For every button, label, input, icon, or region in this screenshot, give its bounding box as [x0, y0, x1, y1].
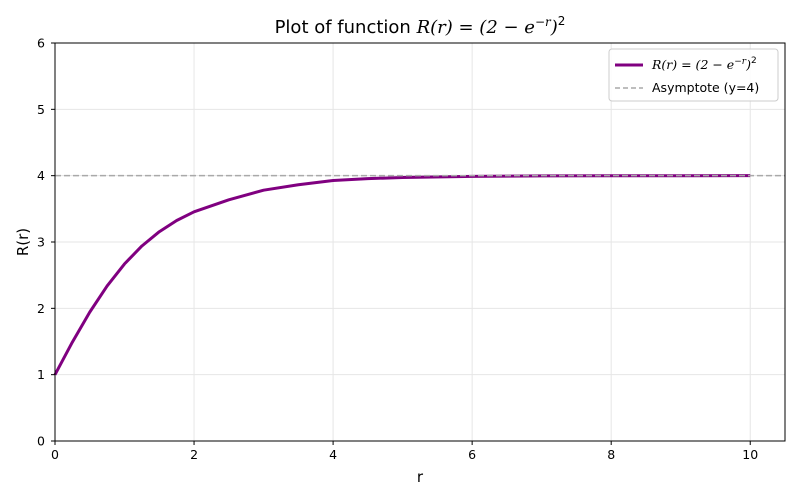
x-tick-label: 8	[607, 447, 615, 462]
x-tick-label: 4	[329, 447, 337, 462]
grid	[54, 42, 785, 442]
y-tick-label: 2	[37, 301, 45, 316]
series-line-1	[53, 174, 751, 376]
y-tick-label: 6	[37, 36, 45, 51]
y-tick-label: 3	[37, 235, 45, 250]
y-tick-label: 5	[37, 102, 45, 117]
chart-title: Plot of function R(r) = (2 − e−r)2	[275, 14, 566, 38]
y-tick-label: 1	[37, 367, 45, 382]
legend-label-series-1: R(r) = (2 − e−r)2	[651, 56, 757, 72]
y-axis-label: R(r)	[14, 228, 32, 256]
legend-label-series-2: Asymptote (y=4)	[652, 80, 759, 95]
legend: R(r) = (2 − e−r)2 Asymptote (y=4)	[608, 48, 779, 102]
x-axis-label: r	[417, 468, 424, 486]
x-tick-label: 0	[51, 447, 59, 462]
y-tick-label: 0	[37, 434, 45, 449]
x-tick-label: 2	[190, 447, 198, 462]
legend-frame	[608, 48, 779, 102]
y-tick-label: 4	[37, 168, 45, 183]
series-layer	[53, 174, 785, 376]
x-tick-label: 6	[468, 447, 476, 462]
ticks: 0 2 4 6 8 10 0 1 2 3 4 5 6	[37, 36, 758, 463]
x-tick-label: 10	[742, 447, 758, 462]
